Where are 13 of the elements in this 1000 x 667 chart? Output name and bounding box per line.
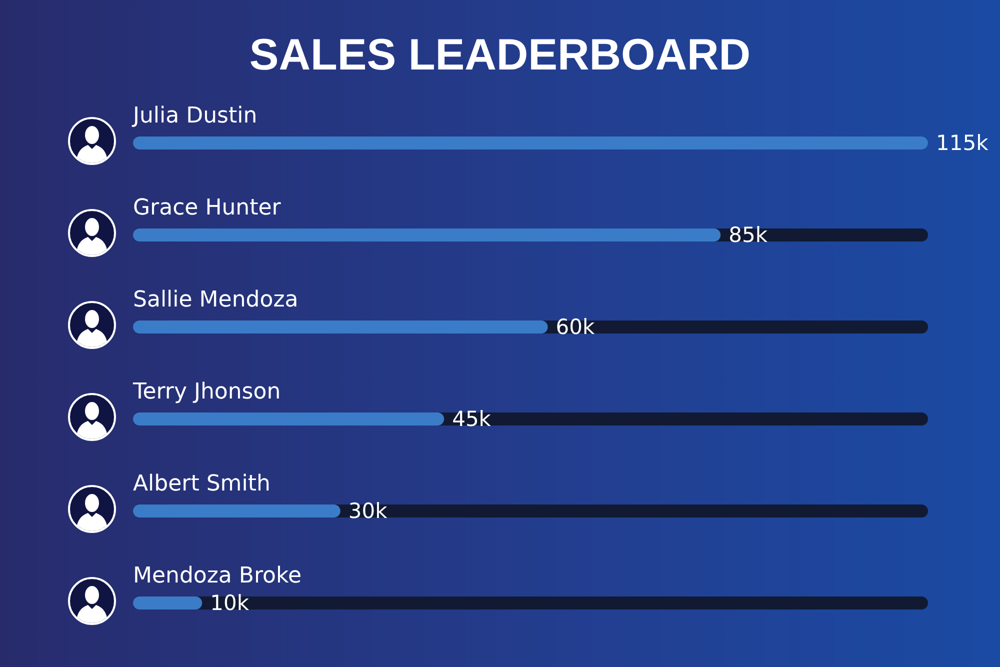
data-label: 60k	[556, 315, 596, 339]
y-tick-label: Albert Smith	[133, 472, 270, 496]
data-label: 45k	[452, 407, 492, 431]
data-label: 85k	[728, 223, 768, 247]
data-label: 10k	[210, 591, 250, 615]
chart-title: SALES LEADERBOARD	[249, 30, 751, 80]
y-tick-label: Mendoza Broke	[133, 564, 302, 588]
data-label: 30k	[348, 499, 388, 523]
y-tick-label: Sallie Mendoza	[133, 288, 298, 312]
y-tick-label: Terry Jhonson	[132, 380, 281, 404]
y-tick-label: Grace Hunter	[133, 196, 282, 220]
data-label: 115k	[936, 131, 990, 155]
y-tick-label: Julia Dustin	[131, 104, 258, 128]
